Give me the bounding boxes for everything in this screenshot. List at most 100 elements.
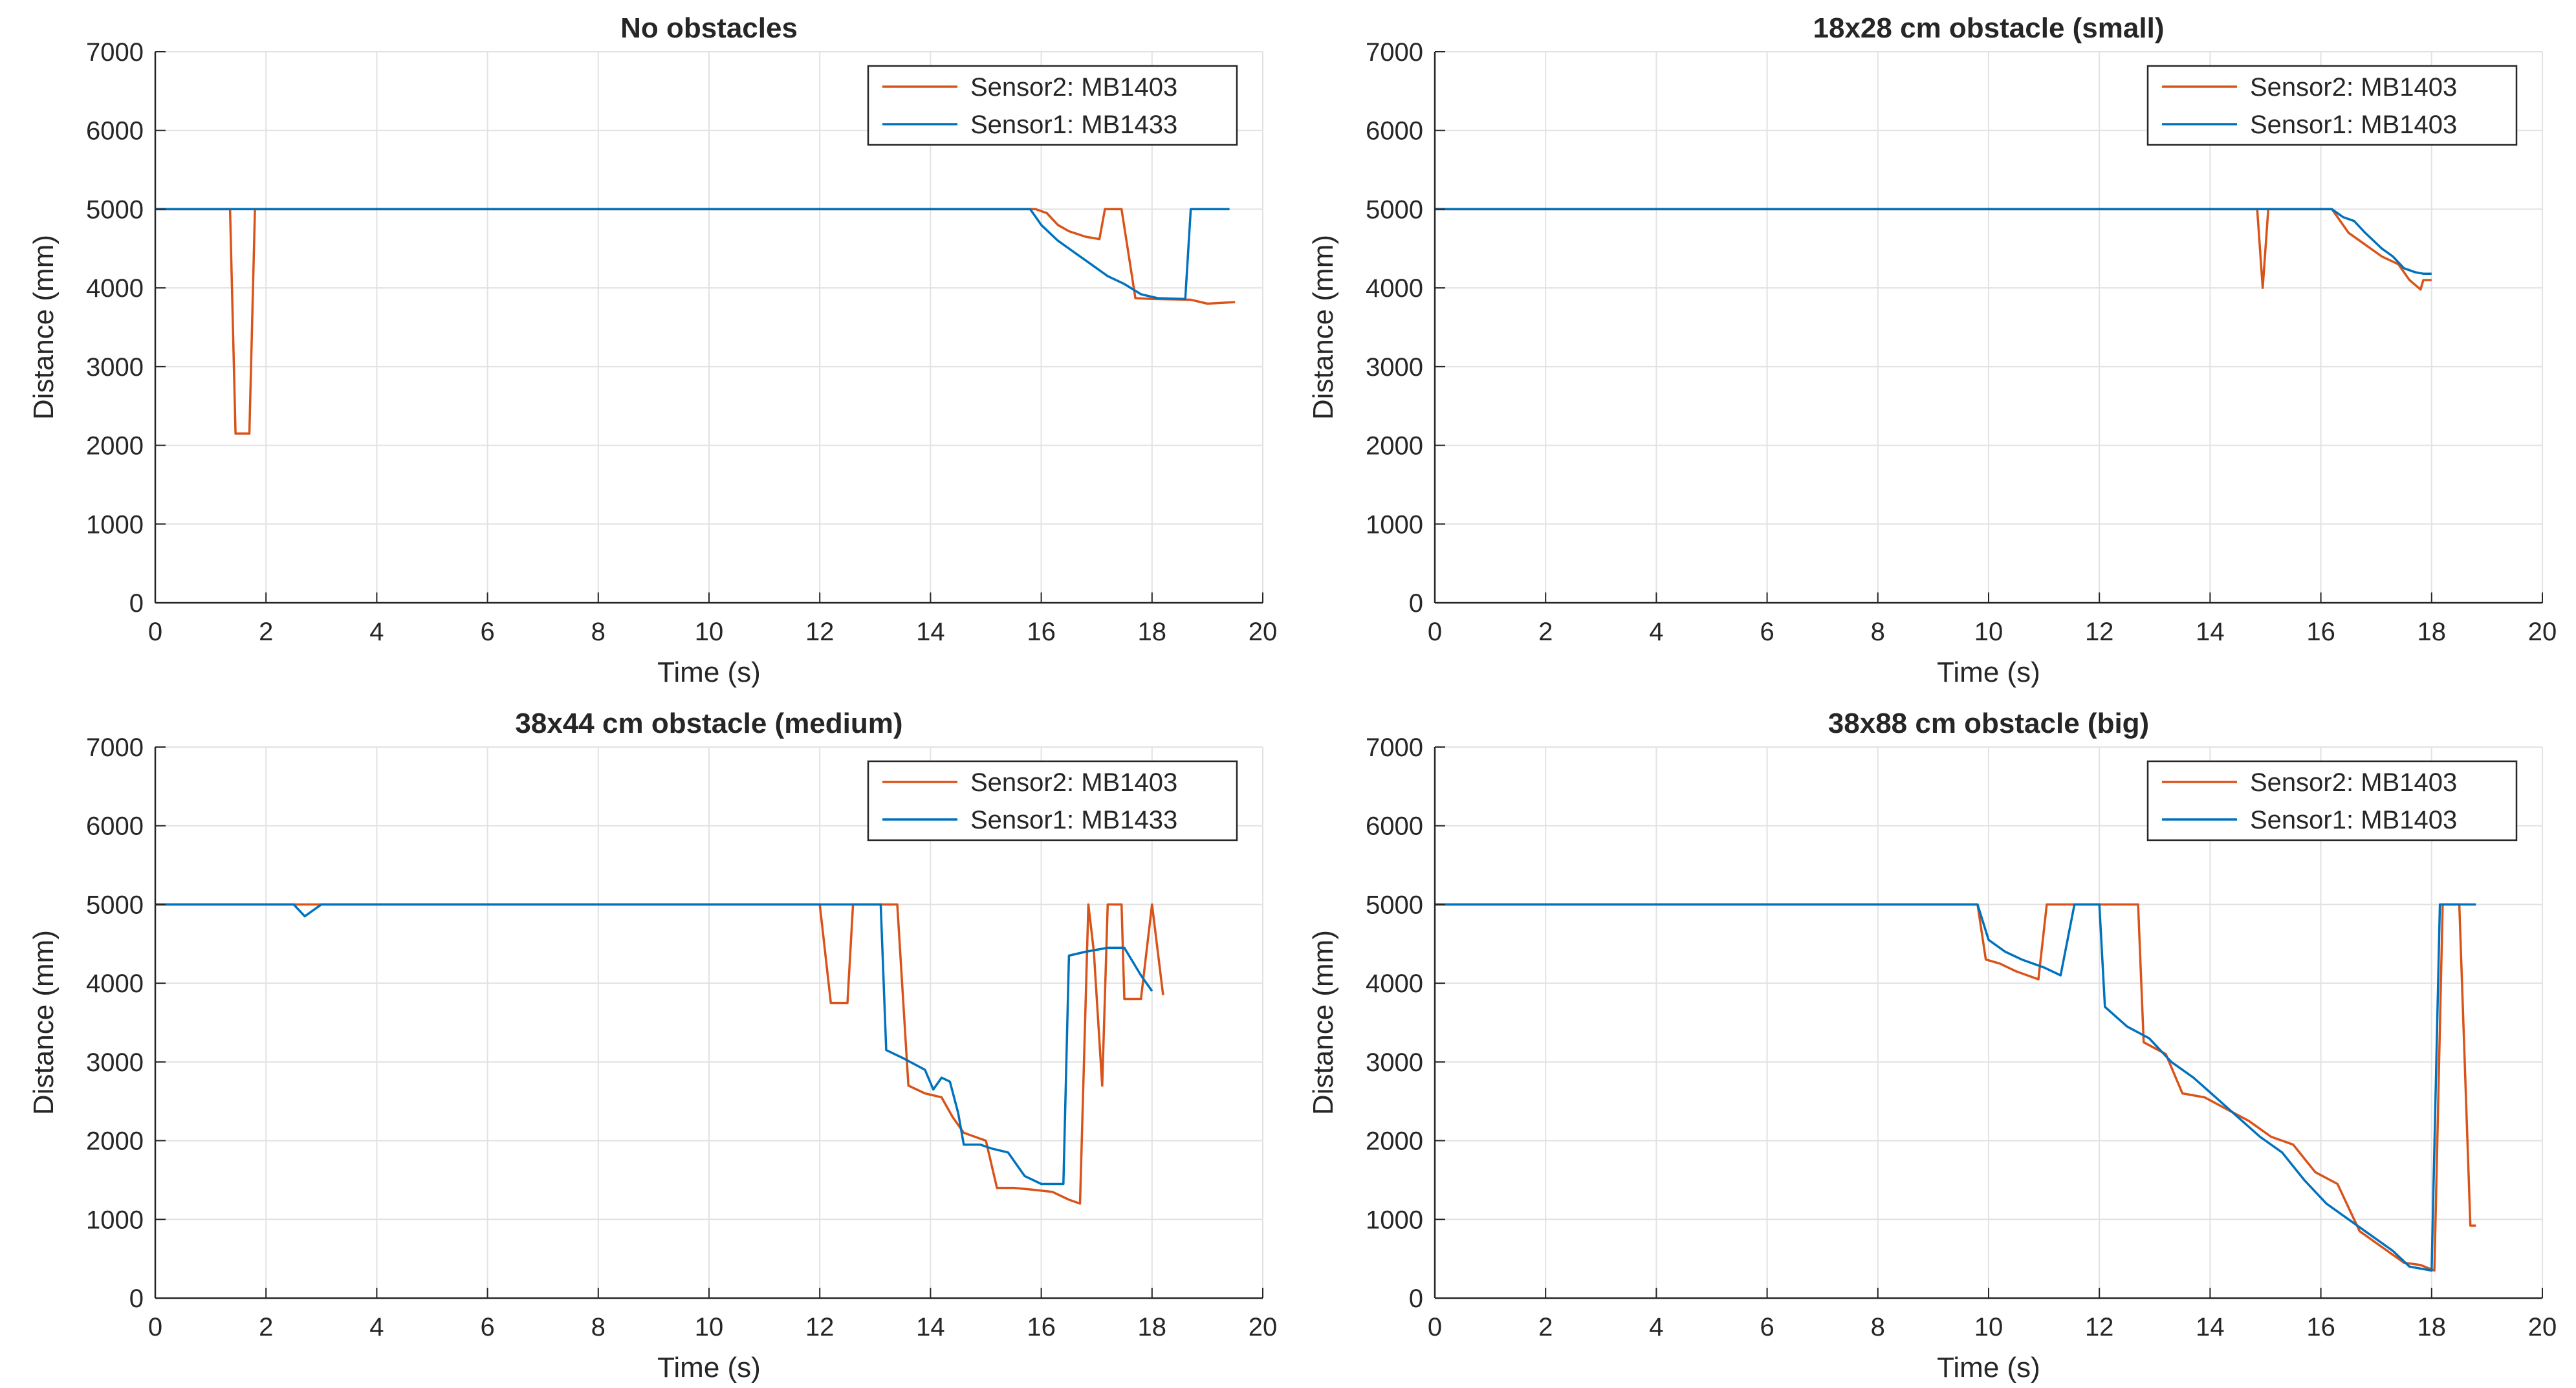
y-tick-label: 7000 bbox=[1366, 733, 1423, 762]
x-tick-label: 16 bbox=[1027, 1313, 1056, 1341]
x-tick-label: 14 bbox=[2196, 618, 2225, 646]
x-axis-label: Time (s) bbox=[657, 1352, 761, 1383]
x-tick-label: 0 bbox=[1428, 618, 1442, 646]
x-axis-label: Time (s) bbox=[1937, 1352, 2040, 1383]
y-tick-label: 5000 bbox=[1366, 891, 1423, 919]
legend-label-1: Sensor2: MB1403 bbox=[2250, 73, 2457, 102]
y-tick-label: 2000 bbox=[1366, 432, 1423, 461]
legend-label-2: Sensor1: MB1433 bbox=[970, 111, 1177, 139]
x-tick-label: 14 bbox=[2196, 1313, 2225, 1341]
y-tick-label: 1000 bbox=[1366, 1206, 1423, 1234]
y-tick-label: 4000 bbox=[1366, 970, 1423, 998]
y-tick-label: 0 bbox=[129, 1285, 144, 1313]
x-tick-label: 0 bbox=[148, 1313, 162, 1341]
x-tick-label: 12 bbox=[805, 1313, 835, 1341]
legend-label-1: Sensor2: MB1403 bbox=[970, 73, 1177, 102]
x-tick-label: 18 bbox=[2418, 618, 2447, 646]
x-tick-label: 0 bbox=[1428, 1313, 1442, 1341]
series-line-1 bbox=[1435, 208, 2432, 291]
x-tick-label: 2 bbox=[1538, 618, 1553, 646]
x-tick-label: 10 bbox=[1974, 618, 2003, 646]
legend: Sensor2: MB1403 Sensor1: MB1403 bbox=[2146, 760, 2518, 841]
x-tick-label: 8 bbox=[591, 618, 606, 646]
x-tick-label: 10 bbox=[695, 618, 724, 646]
x-tick-label: 8 bbox=[1871, 1313, 1885, 1341]
y-axis-label: Distance (mm) bbox=[1307, 235, 1339, 420]
x-tick-label: 2 bbox=[259, 618, 273, 646]
x-tick-label: 16 bbox=[1027, 618, 1056, 646]
y-tick-label: 5000 bbox=[1366, 195, 1423, 224]
x-axis-label: Time (s) bbox=[657, 656, 761, 688]
legend-label-2: Sensor1: MB1403 bbox=[2250, 111, 2457, 139]
x-tick-label: 4 bbox=[1649, 1313, 1663, 1341]
y-tick-label: 7000 bbox=[86, 38, 144, 67]
y-tick-label: 5000 bbox=[86, 195, 144, 224]
chart-title: 38x88 cm obstacle (big) bbox=[1828, 708, 2149, 739]
chart-panels: 0 2 4 6 8 10 12 14 16 18 2001000200030004000500060… bbox=[28, 12, 2557, 1383]
chart-title: No obstacles bbox=[620, 12, 798, 44]
chart-panel-1: 0 2 4 6 8 10 12 14 16 18 20 0 1000 2000 3000 4000 5000 60… bbox=[28, 12, 1277, 688]
chart-panel-4: 0 2 4 6 8 10 12 14 16 18 20 0 1000 2000 3000 4000 5000 60… bbox=[1307, 708, 2557, 1383]
x-tick-label: 4 bbox=[369, 1313, 384, 1341]
x-tick-label: 2 bbox=[1538, 1313, 1553, 1341]
y-tick-label: 1000 bbox=[1366, 510, 1423, 539]
y-tick-label: 3000 bbox=[86, 1048, 144, 1077]
chart-title: 38x44 cm obstacle (medium) bbox=[515, 708, 902, 739]
y-tick-label: 0 bbox=[129, 589, 144, 618]
y-tick-label: 3000 bbox=[1366, 353, 1423, 382]
series-line-2 bbox=[155, 903, 1153, 1186]
x-tick-label: 14 bbox=[916, 1313, 945, 1341]
x-tick-label: 2 bbox=[259, 1313, 273, 1341]
x-tick-label: 20 bbox=[2528, 618, 2557, 646]
legend-box bbox=[867, 65, 1238, 146]
y-tick-label: 2000 bbox=[86, 1127, 144, 1156]
y-tick-label: 1000 bbox=[86, 1206, 144, 1234]
legend-box bbox=[867, 760, 1238, 841]
x-tick-label: 8 bbox=[1871, 618, 1885, 646]
y-tick-label: 5000 bbox=[86, 891, 144, 919]
y-tick-label: 6000 bbox=[1366, 117, 1423, 146]
y-tick-label: 7000 bbox=[86, 733, 144, 762]
legend-label-1: Sensor2: MB1403 bbox=[970, 768, 1177, 797]
y-tick-label: 6000 bbox=[86, 812, 144, 841]
y-tick-label: 6000 bbox=[1366, 812, 1423, 841]
x-tick-label: 6 bbox=[480, 1313, 494, 1341]
y-tick-label: 3000 bbox=[1366, 1048, 1423, 1077]
y-axis-label: Distance (mm) bbox=[28, 235, 60, 420]
legend-box bbox=[2146, 760, 2518, 841]
legend-label-2: Sensor1: MB1433 bbox=[970, 806, 1177, 834]
x-tick-label: 20 bbox=[2528, 1313, 2557, 1341]
y-tick-label: 4000 bbox=[1366, 274, 1423, 303]
x-tick-label: 20 bbox=[1249, 618, 1278, 646]
y-axis-label: Distance (mm) bbox=[28, 930, 60, 1115]
series-line-2 bbox=[1435, 903, 2476, 1272]
x-tick-label: 12 bbox=[805, 618, 835, 646]
y-tick-label: 4000 bbox=[86, 274, 144, 303]
chart-panel-2: 0 2 4 6 8 10 12 14 16 18 20 0 1000 2000 3000 4000 5000 60… bbox=[1307, 12, 2557, 688]
chart-panel-3: 0 2 4 6 8 10 12 14 16 18 20 0 1000 2000 3000 4000 5000 60… bbox=[28, 708, 1277, 1383]
chart-title: 18x28 cm obstacle (small) bbox=[1813, 12, 2165, 44]
legend: Sensor2: MB1403 Sensor1: MB1433 bbox=[867, 65, 1238, 146]
x-tick-label: 4 bbox=[1649, 618, 1663, 646]
x-tick-label: 6 bbox=[480, 618, 494, 646]
x-tick-label: 10 bbox=[1974, 1313, 2003, 1341]
legend-box bbox=[2146, 65, 2518, 146]
x-tick-label: 16 bbox=[2306, 1313, 2335, 1341]
y-axis-label: Distance (mm) bbox=[1307, 930, 1339, 1115]
x-tick-label: 4 bbox=[369, 618, 384, 646]
y-tick-label: 0 bbox=[1409, 589, 1423, 618]
legend-label-1: Sensor2: MB1403 bbox=[2250, 768, 2457, 797]
y-tick-label: 2000 bbox=[1366, 1127, 1423, 1156]
x-tick-label: 18 bbox=[1138, 1313, 1167, 1341]
y-tick-label: 4000 bbox=[86, 970, 144, 998]
x-tick-label: 10 bbox=[695, 1313, 724, 1341]
x-tick-label: 18 bbox=[1138, 618, 1167, 646]
legend-label-2: Sensor1: MB1403 bbox=[2250, 806, 2457, 834]
x-tick-label: 20 bbox=[1249, 1313, 1278, 1341]
x-tick-label: 6 bbox=[1760, 1313, 1774, 1341]
y-tick-label: 7000 bbox=[1366, 38, 1423, 67]
x-tick-label: 16 bbox=[2306, 618, 2335, 646]
y-tick-label: 6000 bbox=[86, 117, 144, 146]
x-tick-label: 6 bbox=[1760, 618, 1774, 646]
y-tick-label: 3000 bbox=[86, 353, 144, 382]
